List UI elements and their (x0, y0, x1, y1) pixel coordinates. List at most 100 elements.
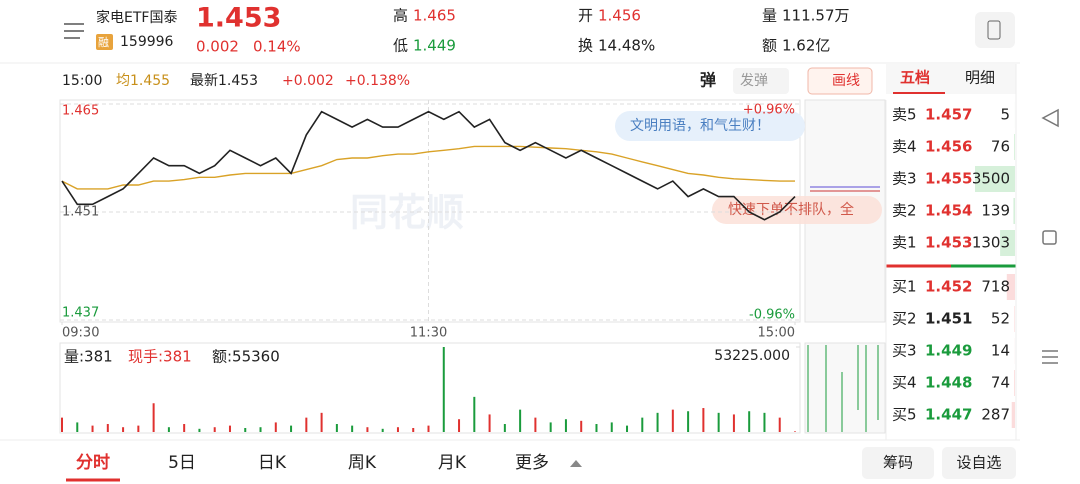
volume-bar (366, 427, 369, 432)
volume-bar (549, 422, 552, 432)
nav-menu[interactable] (1042, 350, 1058, 364)
x-tick-label: 15:00 (758, 326, 795, 341)
book-label: 买4 (892, 374, 917, 392)
stat-label: 开 (578, 7, 593, 25)
bubble (712, 196, 882, 224)
volume-bar (228, 425, 231, 432)
book-price: 1.452 (925, 278, 972, 296)
volume-bar (519, 409, 522, 432)
book-volume: 3500 (972, 170, 1010, 188)
volume-bar (778, 417, 781, 432)
bottom-tab[interactable]: 更多 (515, 453, 549, 473)
book-label: 买3 (892, 342, 917, 360)
send-bullet[interactable]: 发弹 (740, 73, 768, 89)
stat-value: 1.456 (598, 7, 641, 25)
volume-bar (183, 424, 186, 432)
bubble-text: 快速下单不排队，全 (728, 201, 854, 218)
book-label: 卖3 (892, 170, 917, 188)
price: 1.453 (196, 3, 281, 34)
volume-bar (610, 422, 613, 432)
stat-label: 低 (393, 37, 408, 55)
draw-box[interactable] (807, 67, 873, 95)
stat-label: 换 (578, 37, 593, 55)
volume-bar (396, 427, 399, 432)
volume-bar (488, 414, 491, 432)
send-box[interactable] (733, 68, 789, 94)
y-tick-label: 1.465 (62, 104, 99, 119)
badge: 融 (98, 36, 109, 49)
book-volume: 287 (981, 406, 1010, 424)
volume-bar (290, 425, 293, 432)
volume-bar (152, 403, 155, 432)
volume-bar (1011, 402, 1015, 428)
volume-bar (656, 412, 659, 432)
book-price: 1.449 (925, 342, 972, 360)
book-volume: 14 (991, 342, 1010, 360)
book-price: 1.457 (925, 106, 972, 124)
book-label: 卖5 (892, 106, 917, 124)
volume-bar (503, 424, 506, 432)
badge-box (96, 34, 113, 50)
book-volume: 76 (991, 138, 1010, 156)
x-tick-label: 09:30 (62, 326, 99, 341)
volume-bar (381, 428, 384, 432)
bottom-tab[interactable]: 日K (258, 453, 287, 473)
book-label: 卖1 (892, 234, 917, 252)
side-tab-bar (886, 64, 1016, 94)
volume-bar (213, 427, 216, 432)
side-tab[interactable]: 五档 (900, 69, 930, 87)
volume-bar (534, 417, 537, 432)
volume-bar (91, 425, 94, 432)
volume-bar (717, 412, 720, 432)
book-price: 1.447 (925, 406, 972, 424)
change: 0.002 (196, 38, 239, 56)
volume-bar (732, 414, 735, 432)
volume-bar (641, 417, 644, 432)
stat-value: 14.48% (598, 37, 655, 55)
volume-bar (458, 419, 461, 432)
button-box[interactable] (942, 447, 1016, 479)
stock-name: 家电ETF国泰 (96, 9, 177, 26)
book-label: 买5 (892, 406, 917, 424)
book-volume: 52 (991, 310, 1010, 328)
phone-button[interactable] (975, 12, 1015, 48)
volume-bar (1000, 230, 1015, 256)
volume-bar (122, 427, 125, 432)
volume-bar (137, 425, 140, 432)
stat-value: 1.62亿 (782, 37, 830, 55)
nav-back[interactable] (1041, 108, 1059, 128)
volume-bar (702, 408, 705, 432)
x-tick-label: 11:30 (410, 326, 447, 341)
bullet-toggle[interactable]: 弹 (700, 71, 716, 90)
menu-icon[interactable] (64, 23, 84, 39)
side-tab[interactable]: 明细 (965, 69, 995, 87)
book-volume: 5 (1000, 106, 1010, 124)
volume-bar (473, 396, 476, 432)
volume-bar (106, 424, 109, 432)
book-price: 1.448 (925, 374, 972, 392)
bottom-tab[interactable]: 月K (438, 453, 467, 473)
bottom-tab[interactable]: 5日 (168, 453, 196, 473)
volume-bar (975, 166, 1015, 192)
book-price: 1.454 (925, 202, 972, 220)
volume-bar (76, 422, 79, 432)
button-box[interactable] (862, 447, 934, 479)
book-volume: 1303 (972, 234, 1010, 252)
price-line (61, 145, 795, 190)
bottom-button[interactable]: 筹码 (883, 454, 913, 472)
latest-pct: +0.138% (345, 73, 410, 89)
volume-bar (748, 411, 751, 432)
bottom-button[interactable]: 设自选 (956, 454, 1001, 472)
depth-bars (807, 345, 879, 432)
bottom-tab[interactable]: 周K (348, 453, 377, 473)
book-volume: 718 (981, 278, 1010, 296)
nav-home[interactable] (1042, 230, 1057, 245)
volume-bar (626, 425, 629, 432)
draw-line[interactable]: 画线 (832, 73, 860, 89)
volume-bar (1014, 370, 1015, 396)
book-price: 1.455 (925, 170, 972, 188)
y-tick-label: 1.437 (62, 306, 99, 321)
book-label: 买1 (892, 278, 917, 296)
bottom-tab[interactable]: 分时 (76, 453, 110, 473)
